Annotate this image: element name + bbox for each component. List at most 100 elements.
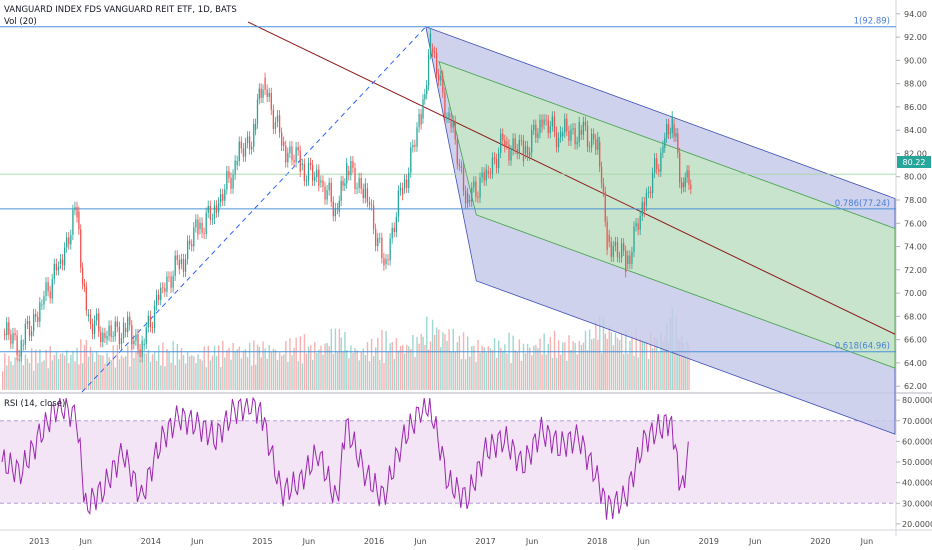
price-candle-body [690,184,692,189]
price-candle-body [673,124,675,137]
volume-bar [576,354,578,390]
volume-bar [444,334,446,390]
y-tick-label: 82.00 [904,149,927,158]
price-candle-body [408,172,410,188]
y-tick-label: 92.00 [904,33,927,42]
price-candle-body [172,275,174,288]
price-candle-body [584,121,587,126]
volume-bar [305,353,308,390]
volume-bar [442,332,444,390]
price-candle-body [112,336,114,338]
volume-bar [39,349,41,390]
rsi-y-tick-label: 30.0000 [902,499,932,508]
volume-bar [114,367,117,390]
volume-bar [364,354,367,390]
price-candle-body [669,132,672,134]
volume-bar [72,350,74,390]
volume-bar [344,331,346,390]
price-candle-body [26,321,29,324]
volume-bar [641,341,644,390]
volume-bar [669,317,672,390]
volume-bar [469,356,471,390]
volume-bar [686,341,688,390]
price-candle-body [305,180,308,182]
price-candle-body [191,244,193,247]
volume-bar [580,344,583,390]
volume-bar [664,335,666,390]
volume-bar [562,342,564,390]
volume-bar [178,359,181,390]
volume-bar [483,347,485,390]
price-candle-body [526,146,529,156]
volume-bar [124,356,127,390]
y-tick-label: 74.00 [904,243,927,252]
volume-bar [629,341,631,390]
volume-bar [537,348,539,390]
price-candle-body [424,94,426,100]
volume-bar [180,348,183,390]
price-candle-body [240,141,242,149]
volume-bar [372,356,375,390]
volume-bar [59,353,62,390]
volume-bar [49,346,51,390]
price-candle-body [55,263,58,271]
price-candle-body [47,282,49,292]
price-candle-body [442,75,444,93]
price-candle-body [574,128,576,145]
price-candle-body [264,77,266,90]
volume-bar [660,333,662,390]
price-candle-body [456,139,458,165]
volume-bar [326,343,328,390]
volume-bar [662,342,664,390]
volume-bar [531,355,533,390]
price-candle-body [114,321,116,337]
volume-bar [254,364,257,390]
volume-bar [346,349,348,390]
volume-bar [116,344,119,390]
volume-bar [606,338,608,390]
price-candle-body [680,182,683,189]
price-candle-body [234,160,236,175]
volume-bar [211,355,214,390]
volume-bar [616,337,619,390]
volume-bar [418,343,420,390]
price-candle-body [289,146,291,153]
price-candle-body [215,205,218,213]
volume-bar [43,360,45,390]
price-candle-body [295,147,297,163]
volume-bar [274,349,277,390]
volume-bar [246,357,249,390]
price-candle-body [12,333,14,344]
price-candle-body [452,120,454,128]
price-candle-body [375,228,377,247]
price-candle-body [24,323,27,345]
volume-bar [477,339,479,390]
price-candle-body [578,122,580,142]
volume-bar [195,363,197,390]
price-candle-body [675,133,677,137]
price-candle-body [49,291,51,299]
volume-bar [205,367,207,390]
volume-bar [76,347,78,390]
volume-bar [514,350,516,390]
volume-bar [240,358,243,390]
volume-bar [281,355,283,390]
price-candle-body [141,340,143,358]
volume-bar [350,345,352,390]
volume-bar [151,354,154,390]
price-candle-body [454,120,456,140]
volume-bar [45,349,47,390]
volume-bar [342,352,344,390]
volume-bar [303,334,306,390]
price-candle-body [203,232,205,234]
price-candle-body [614,242,617,247]
price-candle-body [637,223,639,230]
volume-bar [637,357,639,390]
volume-bar [612,345,615,390]
price-candle-body [143,343,145,346]
pitchfork-handle [81,26,427,393]
price-candle-body [268,93,270,97]
volume-bar [283,354,285,390]
volume-bar [631,335,633,390]
price-candle-body [176,255,178,260]
